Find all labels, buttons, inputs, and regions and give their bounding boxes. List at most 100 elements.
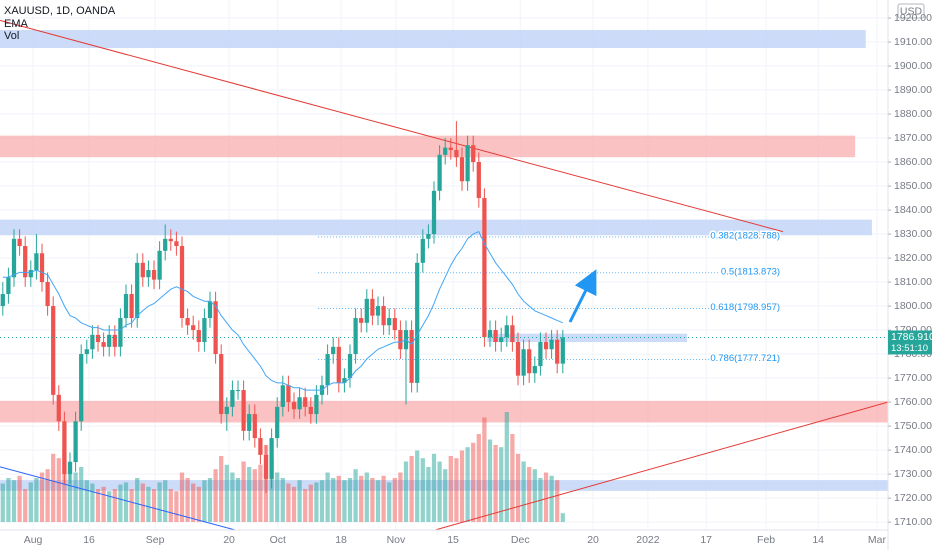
volume-bar (241, 461, 246, 522)
y-tick-label: 1810.00 (894, 276, 932, 288)
candle-body (90, 334, 95, 350)
candle-body (538, 342, 543, 367)
candle-body (521, 349, 526, 376)
volume-bar (34, 478, 39, 522)
volume-bar (493, 445, 498, 522)
volume-bar (499, 447, 504, 522)
candle-body (280, 385, 285, 407)
volume-bar (191, 483, 196, 522)
candle-body (510, 325, 515, 343)
candle-body (493, 330, 498, 343)
volume-bar (443, 469, 448, 522)
volume-bar (280, 478, 285, 522)
currency-box[interactable] (897, 3, 925, 19)
x-tick-label: 2022 (636, 534, 660, 546)
candle-body (146, 270, 151, 278)
candle-body (207, 301, 213, 319)
candle-body (56, 394, 61, 422)
volume-bar (230, 472, 235, 522)
volume-bar (95, 489, 101, 522)
volume-bar (476, 434, 481, 522)
candle-body (163, 238, 168, 251)
candle-body (34, 253, 39, 271)
volume-bar (532, 469, 537, 522)
volume-bar (459, 450, 465, 522)
volume-bar (84, 480, 89, 522)
volume-bar (163, 480, 168, 522)
volume-bar (235, 478, 241, 522)
volume-bar (359, 475, 364, 522)
volume-bar (336, 475, 341, 522)
fib-label: 0.5(1813.873) (721, 266, 780, 277)
volume-bar (319, 480, 325, 522)
x-tick-label: Oct (270, 534, 286, 546)
candle-body (347, 354, 353, 379)
candle-body (437, 154, 442, 191)
candle-body (118, 318, 123, 347)
candle-body (235, 390, 241, 392)
candle-body (527, 349, 532, 374)
volume-bar (392, 478, 397, 522)
candle-body (415, 262, 420, 383)
countdown: 13:51:10 (891, 343, 928, 354)
candle-body (454, 150, 459, 158)
volume-bar (549, 475, 554, 522)
volume-bar (364, 472, 369, 522)
volume-bar (67, 461, 73, 522)
volume-bar (79, 467, 84, 522)
y-tick-label: 1870.00 (894, 132, 932, 144)
y-tick-label: 1830.00 (894, 228, 932, 240)
candle-body (476, 162, 481, 199)
fib-label: 0.618(1798.957) (710, 302, 780, 313)
candle-body (398, 330, 403, 350)
candle-body (331, 346, 336, 355)
candle-body (342, 378, 347, 383)
volume-bar (370, 478, 375, 522)
candle-body (241, 390, 246, 431)
candle-body (28, 270, 33, 278)
volume-bar (471, 442, 476, 522)
y-tick-label: 1800.00 (894, 300, 932, 312)
x-tick-label: Dec (511, 534, 530, 546)
volume-bar (28, 482, 33, 522)
y-tick-label: 1910.00 (894, 36, 932, 48)
y-tick-label: 1820.00 (894, 252, 932, 264)
volume-bar (101, 486, 106, 522)
candle-body (555, 339, 560, 364)
fib-label: 0.382(1828.788) (710, 230, 780, 241)
indicator-label: Vol (4, 30, 19, 42)
volume-bar (426, 467, 431, 522)
volume-bar (291, 486, 297, 522)
candle-body (303, 397, 308, 407)
volume-bar (146, 486, 151, 522)
candle-body (39, 253, 45, 283)
volume-bar (11, 480, 17, 522)
candle-body (151, 270, 157, 280)
volume-bar (157, 482, 162, 522)
candle-body (286, 385, 291, 403)
candle-body (515, 342, 521, 376)
volume-bar (308, 484, 313, 522)
volume-bar (151, 489, 157, 522)
volume-bar (415, 450, 420, 522)
candle-body (129, 294, 134, 319)
volume-bar (207, 478, 213, 522)
candle-body (179, 246, 185, 319)
candle-body (269, 438, 274, 479)
candle-body (191, 325, 196, 331)
currency: USD (900, 5, 923, 17)
candle-body (168, 238, 173, 242)
candle-body (314, 394, 319, 415)
volume-bar (482, 417, 487, 522)
volume-bar (118, 484, 123, 522)
volume-bar (140, 483, 145, 522)
x-tick-label: 20 (587, 534, 599, 546)
candle-body (11, 238, 17, 278)
candle-body (325, 354, 330, 386)
volume-bar (202, 480, 207, 522)
candle-body (482, 198, 487, 338)
y-tick-label: 1850.00 (894, 180, 932, 192)
candle-body (263, 454, 269, 479)
volume-bar (107, 491, 112, 522)
y-tick-label: 1880.00 (894, 108, 932, 120)
